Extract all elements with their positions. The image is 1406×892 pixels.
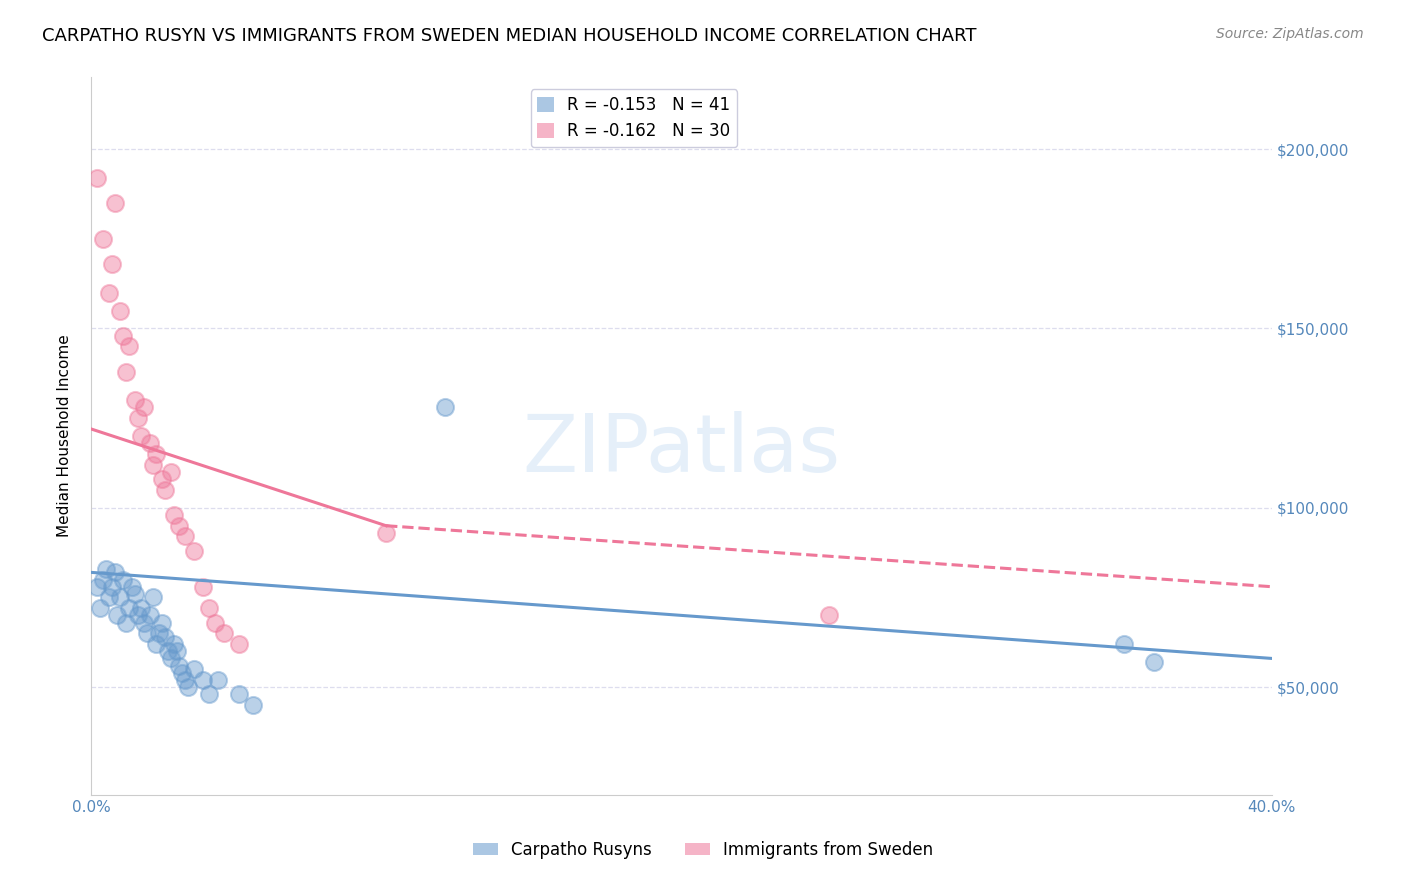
Point	[132, 615, 155, 630]
Point	[139, 608, 162, 623]
Legend: R = -0.153   N = 41, R = -0.162   N = 30: R = -0.153 N = 41, R = -0.162 N = 30	[531, 89, 737, 147]
Point	[156, 644, 179, 658]
Point	[198, 687, 221, 701]
Point	[142, 591, 165, 605]
Point	[97, 591, 120, 605]
Point	[375, 525, 398, 540]
Point	[107, 608, 129, 623]
Y-axis label: Median Household Income: Median Household Income	[58, 334, 72, 538]
Point	[434, 401, 457, 415]
Point	[159, 465, 181, 479]
Point	[150, 615, 173, 630]
Point	[207, 673, 229, 687]
Point	[153, 483, 176, 497]
Point	[110, 591, 132, 605]
Point	[174, 529, 197, 543]
Point	[86, 580, 108, 594]
Point	[169, 518, 191, 533]
Point	[121, 580, 143, 594]
Text: Source: ZipAtlas.com: Source: ZipAtlas.com	[1216, 27, 1364, 41]
Point	[166, 644, 188, 658]
Point	[183, 662, 205, 676]
Point	[139, 436, 162, 450]
Point	[150, 472, 173, 486]
Point	[94, 562, 117, 576]
Point	[198, 601, 221, 615]
Point	[86, 170, 108, 185]
Point	[124, 393, 146, 408]
Point	[153, 630, 176, 644]
Point	[183, 544, 205, 558]
Point	[1142, 655, 1164, 669]
Point	[191, 673, 214, 687]
Point	[103, 566, 125, 580]
Point	[169, 658, 191, 673]
Point	[112, 328, 135, 343]
Point	[124, 587, 146, 601]
Point	[142, 458, 165, 472]
Point	[242, 698, 264, 712]
Text: ZIPatlas: ZIPatlas	[522, 411, 841, 490]
Point	[127, 608, 149, 623]
Point	[100, 580, 122, 594]
Point	[159, 651, 181, 665]
Point	[818, 608, 841, 623]
Point	[129, 429, 152, 443]
Point	[148, 626, 170, 640]
Point	[103, 196, 125, 211]
Point	[89, 601, 111, 615]
Point	[118, 339, 141, 353]
Point	[91, 573, 114, 587]
Point	[174, 673, 197, 687]
Point	[177, 680, 200, 694]
Point	[112, 573, 135, 587]
Point	[110, 303, 132, 318]
Point	[204, 615, 226, 630]
Point	[100, 257, 122, 271]
Point	[118, 601, 141, 615]
Point	[228, 687, 250, 701]
Point	[115, 615, 138, 630]
Text: CARPATHO RUSYN VS IMMIGRANTS FROM SWEDEN MEDIAN HOUSEHOLD INCOME CORRELATION CHA: CARPATHO RUSYN VS IMMIGRANTS FROM SWEDEN…	[42, 27, 977, 45]
Point	[212, 626, 235, 640]
Point	[115, 364, 138, 378]
Point	[136, 626, 159, 640]
Point	[129, 601, 152, 615]
Point	[91, 232, 114, 246]
Point	[172, 665, 194, 680]
Point	[191, 580, 214, 594]
Point	[1112, 637, 1135, 651]
Point	[228, 637, 250, 651]
Point	[162, 508, 184, 522]
Point	[162, 637, 184, 651]
Point	[145, 447, 167, 461]
Point	[97, 285, 120, 300]
Point	[132, 401, 155, 415]
Point	[145, 637, 167, 651]
Legend: Carpatho Rusyns, Immigrants from Sweden: Carpatho Rusyns, Immigrants from Sweden	[465, 835, 941, 866]
Point	[127, 411, 149, 425]
